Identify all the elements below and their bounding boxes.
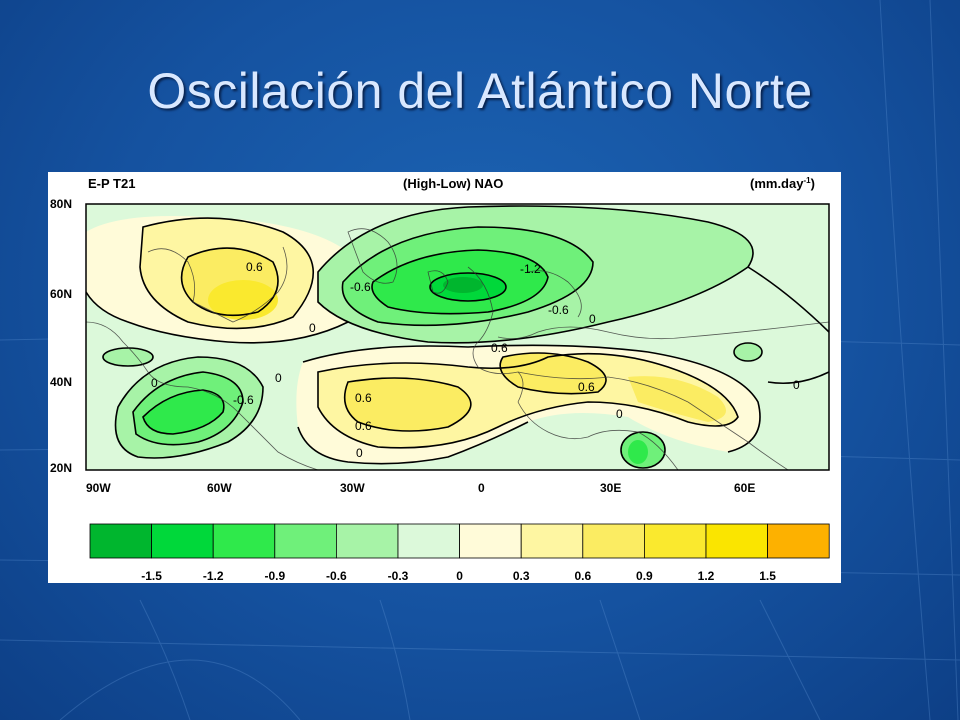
contour-label: 0 (356, 446, 363, 460)
lat-tick: 40N (50, 375, 72, 389)
contour-label: 0.6 (491, 341, 508, 355)
map-frame (85, 203, 830, 471)
coastlines (86, 228, 829, 470)
contour-label: -1.2 (520, 262, 541, 276)
colorbar-labels: -1.5 -1.2 -0.9 -0.6 -0.3 0 0.3 0.6 0.9 1.2 1.5 (141, 569, 776, 583)
colorbar-swatch (335, 523, 399, 559)
colorbar-label: 0 (456, 569, 463, 583)
contour-label: 0.6 (355, 419, 372, 433)
colorbar-swatch (89, 523, 152, 559)
lat-tick: 60N (50, 287, 72, 301)
contour-label: 0 (309, 321, 316, 335)
colorbar-swatch (397, 523, 460, 559)
map-header-right: (mm.day-1) (750, 176, 815, 191)
colorbar-swatch (705, 523, 768, 559)
region-azores-core (344, 378, 471, 431)
colorbar-label: 1.5 (759, 569, 776, 583)
contour-labels: 0.6 -0.6 -1.2 -0.6 0.6 0.6 0 -0.6 0 0.6 … (151, 260, 800, 460)
contour-label: 0 (616, 407, 623, 421)
region-redsea-neg-core (628, 440, 648, 464)
colorbar-label: 1.2 (698, 569, 715, 583)
nao-map-figure: E-P T21 (High-Low) NAO (mm.day-1) (48, 172, 841, 583)
contour-lines (86, 205, 829, 469)
contour-label: 0.6 (355, 391, 372, 405)
colorbar-label: -0.9 (264, 569, 285, 583)
colorbar-swatch (212, 523, 276, 559)
colorbar-label: -0.3 (388, 569, 409, 583)
contour-label: 0 (275, 371, 282, 385)
lon-tick: 30E (600, 481, 621, 495)
slide-title: Oscilación del Atlántico Norte (147, 63, 813, 119)
colorbar-label: 0.6 (574, 569, 591, 583)
lon-tick: 0 (478, 481, 485, 495)
colorbar-swatch (520, 523, 584, 559)
colorbar-label: -1.2 (203, 569, 224, 583)
contour-label: -0.6 (350, 280, 371, 294)
colorbar-swatch (582, 523, 645, 559)
contour-label: -0.6 (548, 303, 569, 317)
map-field (86, 204, 829, 470)
colorbar-label: 0.3 (513, 569, 530, 583)
contour-label: 0.6 (578, 380, 595, 394)
lon-tick: 60E (734, 481, 755, 495)
colorbar (89, 523, 830, 559)
contour-label: -0.6 (233, 393, 254, 407)
lon-tick: 90W (86, 481, 111, 495)
lat-tick: 20N (50, 461, 72, 475)
contour-label: 0 (589, 312, 596, 326)
lat-axis: 80N 60N 40N 20N (50, 197, 72, 475)
region-iberia-core (500, 353, 606, 394)
contour-label: 0 (793, 378, 800, 392)
colorbar-swatch (274, 523, 337, 559)
region-caspian-neg (734, 343, 762, 361)
colorbar-swatch (151, 523, 214, 559)
contour-label: 0 (151, 376, 158, 390)
nao-map: E-P T21 (High-Low) NAO (mm.day-1) (50, 176, 830, 583)
contour-label: 0.6 (246, 260, 263, 274)
lat-tick: 80N (50, 197, 72, 211)
lon-axis: 90W 60W 30W 0 30E 60E (86, 481, 755, 495)
map-header-left: E-P T21 (88, 176, 135, 191)
region-caribbean-neg-core (143, 390, 224, 434)
colorbar-swatch (459, 523, 522, 559)
lon-tick: 30W (340, 481, 365, 495)
colorbar-label: -0.6 (326, 569, 347, 583)
colorbar-swatch (644, 523, 707, 559)
colorbar-swatch (767, 523, 830, 559)
lon-tick: 60W (207, 481, 232, 495)
colorbar-label: 0.9 (636, 569, 653, 583)
map-header-center: (High-Low) NAO (403, 176, 503, 191)
colorbar-label: -1.5 (141, 569, 162, 583)
region-iceland-neg-max (443, 277, 483, 293)
